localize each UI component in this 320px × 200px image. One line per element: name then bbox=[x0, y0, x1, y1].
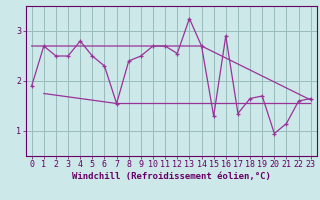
X-axis label: Windchill (Refroidissement éolien,°C): Windchill (Refroidissement éolien,°C) bbox=[72, 172, 271, 181]
